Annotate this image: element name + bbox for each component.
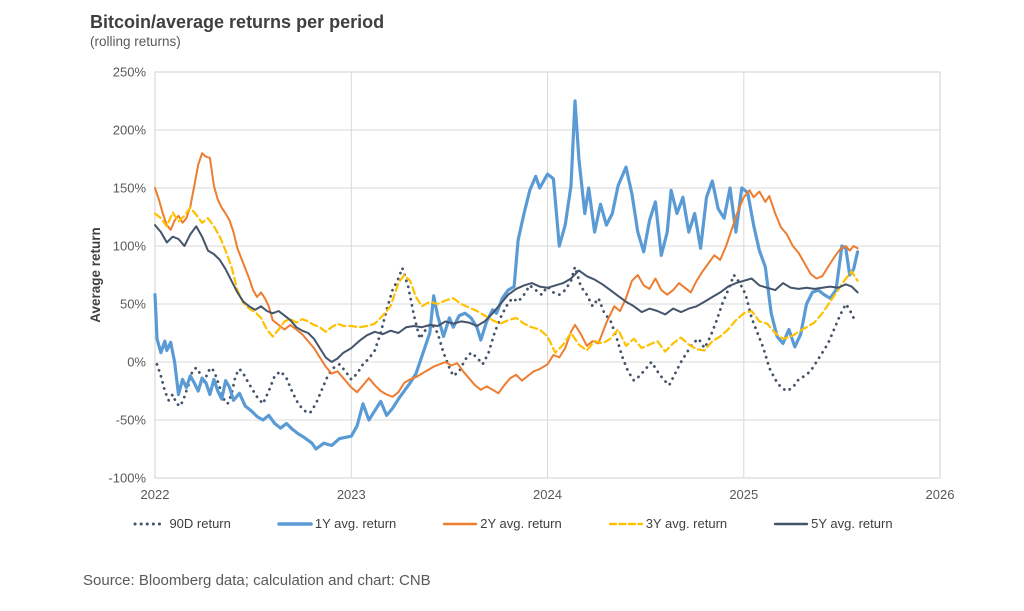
- series-line-1y-avg-return: [153, 99, 860, 451]
- x-tick-label: 2024: [533, 487, 562, 502]
- x-tick-label: 2022: [141, 487, 170, 502]
- legend-marker-3y-avg-return-icon: [608, 522, 643, 525]
- legend-label: 90D return: [169, 516, 231, 531]
- source-note: Source: Bloomberg data; calculation and …: [83, 572, 431, 589]
- legend-label: 5Y avg. return: [811, 516, 893, 531]
- plot-border: [154, 71, 941, 479]
- series-line-5y-avg-return: [154, 224, 859, 363]
- legend-label: 1Y avg. return: [314, 516, 397, 531]
- legend-marker-1y-avg-return-icon: [277, 521, 313, 526]
- chart-legend: 90D return 1Y avg. return 2Y avg. return 3Y…: [0, 516, 1024, 531]
- legend-item-1y-avg-return: 1Y avg. return: [277, 516, 396, 531]
- y-tick-label: -50%: [116, 413, 147, 428]
- legend-marker-90d-return-icon: [133, 522, 167, 525]
- y-tick-label: 200%: [113, 123, 147, 138]
- y-tick-label: 0%: [127, 355, 146, 370]
- series-line-3y-avg-return: [153, 206, 859, 354]
- y-tick-label: 100%: [113, 239, 147, 254]
- series-line-2y-avg-return: [154, 152, 859, 398]
- legend-item-2y-avg-return: 2Y avg. return: [442, 516, 562, 531]
- legend-marker-2y-avg-return-icon: [443, 522, 478, 525]
- legend-label: 2Y avg. return: [480, 516, 562, 531]
- y-tick-label: 50%: [120, 297, 146, 312]
- legend-item-90d-return: 90D return: [131, 516, 231, 531]
- legend-label: 3Y avg. return: [645, 516, 728, 531]
- legend-item-3y-avg-return: 3Y avg. return: [608, 516, 727, 531]
- y-tick-label: 250%: [113, 65, 147, 80]
- x-tick-label: 2025: [729, 487, 758, 502]
- y-tick-label: -100%: [108, 471, 146, 486]
- x-tick-label: 2023: [337, 487, 366, 502]
- legend-item-5y-avg-return: 5Y avg. return: [773, 516, 893, 531]
- chart-subtitle: (rolling returns): [90, 34, 181, 49]
- y-tick-label: 150%: [113, 181, 147, 196]
- x-tick-label: 2026: [926, 487, 955, 502]
- legend-marker-5y-avg-return-icon: [773, 522, 809, 525]
- chart-title: Bitcoin/average returns per period: [90, 12, 385, 32]
- series-line-90d-return: [155, 265, 859, 415]
- y-axis-title: Average return: [88, 227, 103, 323]
